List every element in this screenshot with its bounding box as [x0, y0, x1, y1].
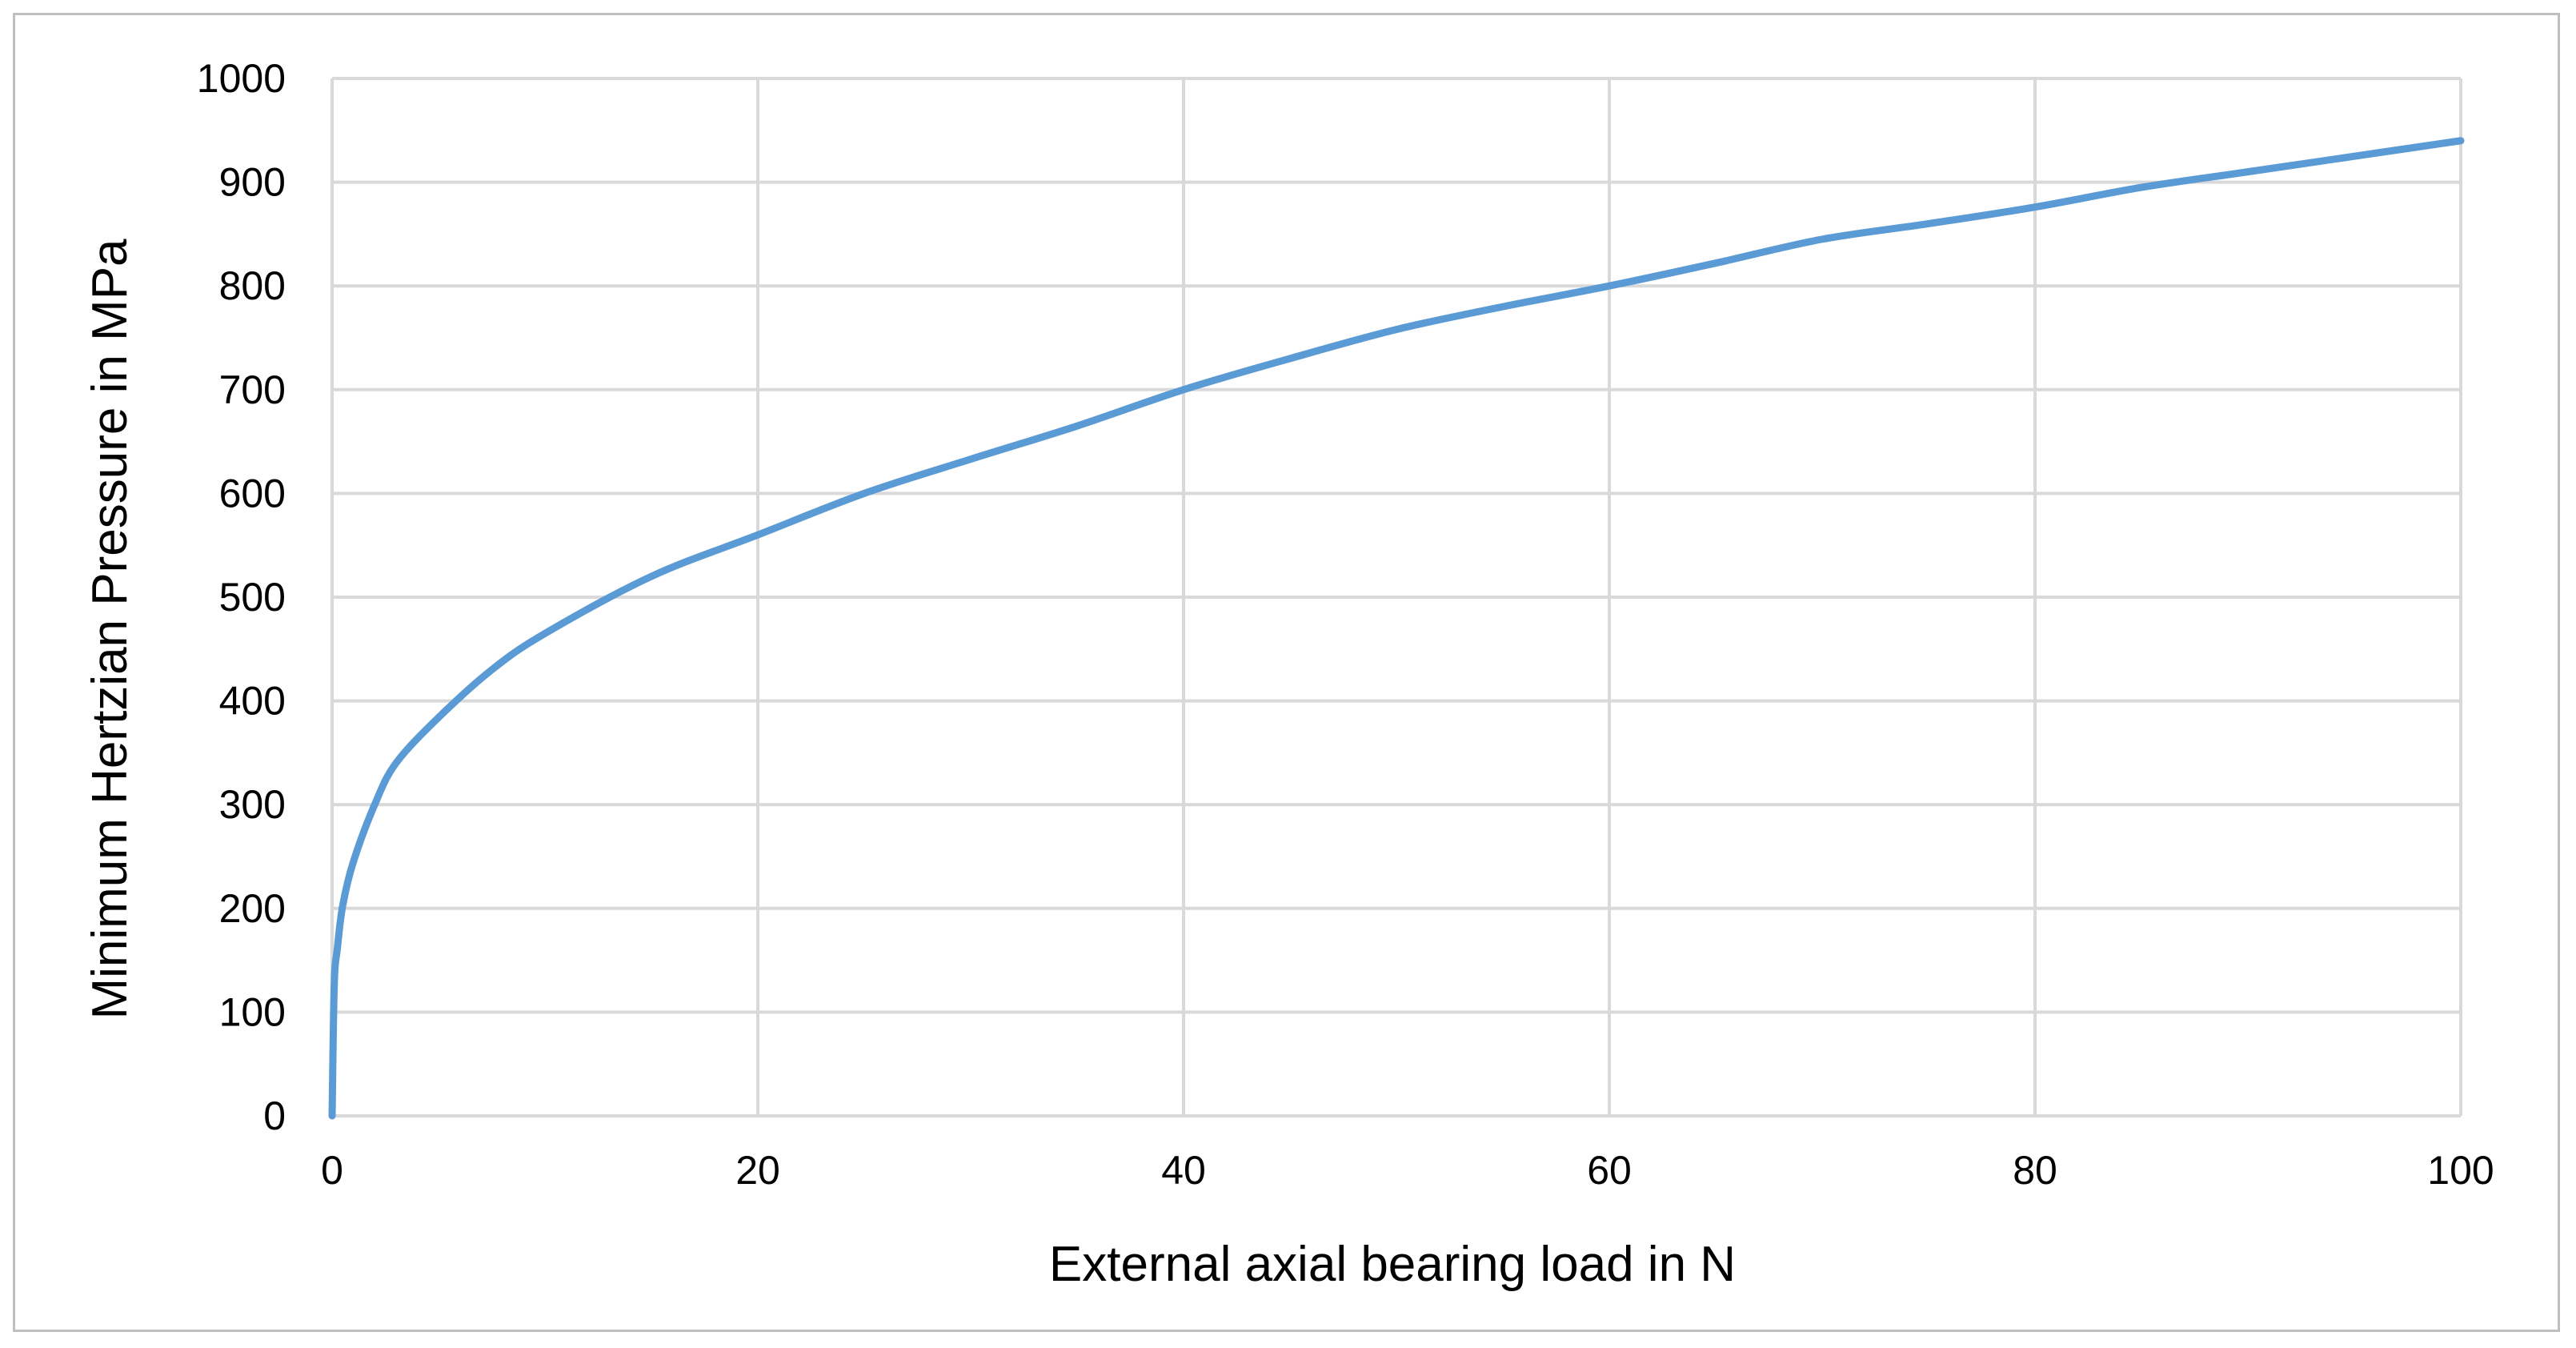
x-tick-label: 60 [1587, 1148, 1632, 1193]
x-tick-label: 20 [735, 1148, 780, 1193]
y-tick-label: 700 [219, 367, 286, 412]
y-tick-label: 1000 [197, 56, 286, 101]
y-tick-label: 300 [219, 782, 286, 827]
x-tick-label: 40 [1161, 1148, 1206, 1193]
x-axis-title: External axial bearing load in N [1049, 1237, 1736, 1292]
chart-frame [13, 13, 2560, 1332]
y-tick-label: 200 [219, 886, 286, 931]
y-tick-label: 100 [219, 989, 286, 1034]
y-tick-label: 500 [219, 575, 286, 620]
y-tick-label: 800 [219, 263, 286, 308]
y-tick-label: 900 [219, 160, 286, 205]
series-layer [328, 137, 2465, 1120]
gridlines [331, 77, 2462, 1117]
x-tick-label: 100 [2427, 1148, 2494, 1193]
x-tick-label: 80 [2013, 1148, 2057, 1193]
tick-labels: 0 100 200 300 400 500 600 700 800 900 1000 0 20 40 60 8… [197, 56, 2494, 1193]
series-line [328, 137, 2465, 1120]
y-axis-title: Minimum Hertzian Pressure in MPa [82, 239, 138, 1020]
y-tick-label: 0 [263, 1093, 286, 1138]
y-tick-label: 400 [219, 679, 286, 724]
x-tick-label: 0 [321, 1148, 343, 1193]
y-tick-label: 600 [219, 471, 286, 516]
